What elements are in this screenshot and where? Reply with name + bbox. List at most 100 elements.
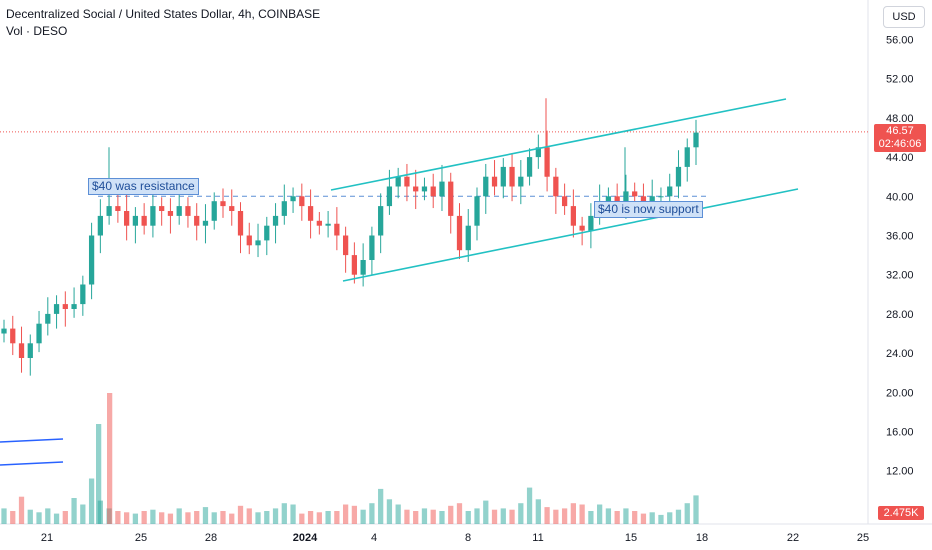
candle-body [561,196,568,207]
candle-body [132,215,139,226]
candle-body [570,206,576,226]
candle-body [623,191,629,202]
volume-bar [386,499,393,524]
candle-body [439,181,445,197]
candle-body [176,206,182,216]
volume-bar [421,508,428,524]
volume-bar [448,505,454,524]
candle-body [80,284,86,305]
candle-body [36,323,42,344]
volume-bar [290,504,296,524]
candle-body [658,196,664,198]
volume-bar [456,503,463,524]
drawing-line[interactable] [0,461,64,466]
candle-body [255,240,261,246]
volume-bar [264,511,270,524]
currency-button[interactable]: USD [883,6,925,28]
resistance-annotation[interactable]: $40 was resistance [88,178,199,195]
volume-spike-bar [96,424,102,524]
volume-bar [483,500,489,524]
volume-bar [351,505,358,524]
volume-bar [202,507,209,524]
y-tick-label: 20.00 [886,387,914,399]
volume-bar [159,512,165,524]
volume-bar [80,504,86,524]
candle-body [229,206,235,211]
candle-body [342,235,349,256]
candle-body [307,206,314,221]
volume-spike-bar [107,393,113,524]
candle-body [474,196,480,226]
y-tick-label: 24.00 [886,348,914,360]
volume-bar [62,511,68,524]
candle-body [220,201,226,207]
y-tick-label: 12.00 [886,466,914,478]
volume-bar [658,514,664,524]
candle-body [325,223,331,226]
volume-bar [246,508,252,524]
volume-bar [71,498,77,524]
volume-value-tag: 2.475K [878,506,924,520]
volume-bar [500,508,506,524]
volume-bar [124,512,130,524]
volume-bar [325,511,331,524]
volume-bar [307,511,314,524]
volume-bar [667,512,673,524]
volume-bar [299,513,305,524]
candle-body [693,132,699,148]
drawing-line[interactable] [0,438,64,443]
candle-body [351,255,358,275]
volume-bar [430,509,436,524]
x-tick-label: 2024 [293,532,318,544]
candle-body [430,186,436,197]
volume-bar [255,512,261,524]
candle-body [378,206,384,236]
channel-upper-line[interactable] [330,98,787,191]
bar-countdown: 02:46:06 [878,138,922,150]
candle-body [667,186,673,197]
x-tick-label: 25 [135,532,147,544]
candle-body [272,215,279,226]
candle-body [605,196,612,202]
volume-indicator-label[interactable]: Vol · DESO [6,24,68,38]
volume-bar [141,511,147,524]
volume-bar [1,508,7,524]
volume-bar [360,509,366,524]
volume-bar [88,478,95,524]
y-tick-label: 48.00 [886,113,914,125]
volume-bar [334,511,340,524]
x-tick-label: 4 [371,532,377,544]
volume-bar [395,504,401,524]
candle-body [150,206,156,226]
volume-bar [167,513,174,524]
x-tick-label: 11 [532,532,543,544]
volume-bar [316,512,322,524]
support-annotation[interactable]: $40 is now support [594,201,703,218]
volume-bar [27,509,33,524]
volume-bar [413,511,419,524]
volume-bar [10,511,16,524]
candle-body [448,181,454,216]
channel-lower-line[interactable] [342,188,799,282]
volume-bar [194,511,200,524]
volume-bar [211,512,217,524]
candle-body [334,223,340,236]
candle-body [500,166,506,187]
candle-body [27,343,33,358]
volume-bar [439,511,445,524]
candle-body [544,147,550,177]
volume-bar [185,512,191,524]
volume-bar [526,487,533,524]
candle-body [483,176,489,197]
x-tick-label: 15 [625,532,637,544]
candle-body [465,225,471,251]
candle-body [264,225,270,241]
volume-bar [518,503,524,524]
candle-body [588,215,594,231]
volume-bar [404,509,410,524]
volume-bar [369,503,375,524]
volume-bar [553,509,559,524]
candle-body [71,304,77,309]
candle-body [53,304,60,314]
